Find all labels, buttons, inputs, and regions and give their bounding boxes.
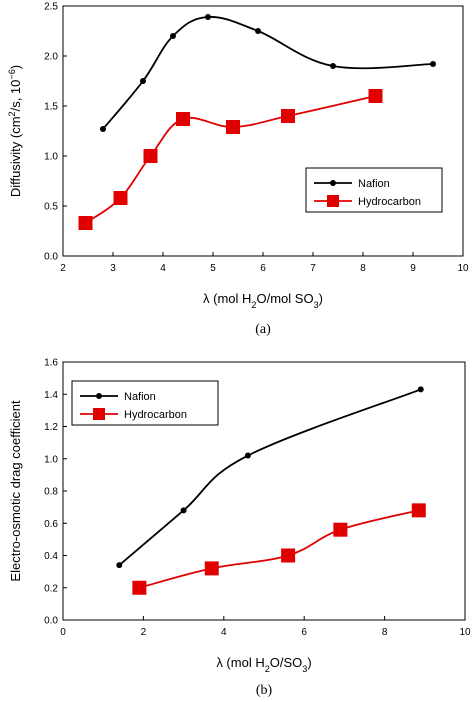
x-axis-label-part: ) <box>307 655 311 670</box>
y-tick-label: 1.4 <box>44 390 58 401</box>
data-point-hydrocarbon <box>411 503 426 518</box>
legend: Nafion Hydrocarbon <box>71 380 219 426</box>
x-tick-label: 9 <box>410 263 416 274</box>
x-tick-label: 2 <box>60 263 66 274</box>
legend-marker <box>330 180 336 186</box>
data-point-hydrocarbon <box>368 89 383 103</box>
plot-frame <box>62 5 464 257</box>
data-point-hydrocarbon <box>113 191 128 205</box>
x-axis-label-part: λ (mol H <box>203 291 251 306</box>
series-line-nafion <box>118 388 422 566</box>
data-point-hydrocarbon <box>204 561 219 576</box>
legend: Nafion Hydrocarbon <box>305 167 443 213</box>
data-point-hydrocarbon <box>281 109 295 123</box>
y-tick-label: 1.2 <box>44 422 58 433</box>
x-axis-label-part: O/SO <box>270 655 303 670</box>
y-tick-label: 0.4 <box>44 551 58 562</box>
x-tick-label: 5 <box>210 263 216 274</box>
x-axis-label-part: O/mol SO <box>256 291 313 306</box>
data-point-nafion <box>255 28 261 34</box>
data-point-nafion <box>180 507 187 514</box>
x-tick-label: 8 <box>360 263 366 274</box>
x-tick-label: 8 <box>382 627 388 638</box>
y-tick-label: 0.2 <box>44 583 58 594</box>
y-axis-label-part: −6 <box>7 69 17 79</box>
data-point-hydrocarbon <box>132 580 147 595</box>
x-axis-label-part: 3 <box>314 300 319 310</box>
x-tick-label: 10 <box>459 627 471 638</box>
legend-marker <box>93 408 105 420</box>
data-point-nafion <box>330 63 336 69</box>
x-axis-label: λ (mol H2O/mol SO3) <box>203 291 323 310</box>
x-axis-label: λ (mol H2O/SO3) <box>216 655 311 674</box>
x-tick-label: 3 <box>110 263 116 274</box>
y-tick-label: 1.0 <box>44 454 58 465</box>
x-axis-label-part: ) <box>319 291 323 306</box>
data-point-hydrocarbon <box>78 216 93 230</box>
y-axis-label-part: Diffusivity (cm <box>8 116 23 197</box>
x-tick-label: 10 <box>457 263 469 274</box>
data-point-nafion <box>244 452 251 459</box>
x-axis-label-part: 2 <box>251 300 256 310</box>
x-tick-label: 4 <box>160 263 166 274</box>
series-line-hydrocarbon <box>139 509 419 589</box>
x-axis-label-part: 3 <box>302 664 307 674</box>
panel-label: (a) <box>255 322 271 337</box>
x-tick-label: 2 <box>141 627 147 638</box>
data-point-hydrocarbon <box>333 522 348 537</box>
x-tick-label: 7 <box>310 263 316 274</box>
panel-label: (b) <box>256 683 273 698</box>
data-point-hydrocarbon <box>176 112 190 126</box>
chart-panel-a: 2 3 4 5 6 7 8 9 10 0.0 0.5 1.0 1.5 2.0 2.5 Nafion Hydroc… <box>7 2 469 338</box>
x-tick-label: 4 <box>221 627 227 638</box>
y-tick-label: 0.0 <box>44 252 58 263</box>
legend-label: Hydrocarbon <box>124 409 187 421</box>
data-point-nafion <box>205 14 211 20</box>
x-tick-label: 6 <box>301 627 307 638</box>
x-tick-label: 6 <box>260 263 266 274</box>
data-point-nafion <box>100 126 106 132</box>
chart-panel-b: 0 2 4 6 8 10 0.0 0.2 0.4 0.6 0.8 1.0 1.2 1.4 1.6 Nafion… <box>8 358 471 699</box>
legend-marker <box>96 393 102 399</box>
x-axis-label-part: 2 <box>265 664 270 674</box>
legend-box <box>71 380 219 426</box>
y-axis-label-part: ) <box>8 65 23 69</box>
y-axis-label-part: 2 <box>7 111 17 116</box>
y-axis-label-part: /s, 10 <box>8 80 23 112</box>
data-point-nafion <box>430 61 436 67</box>
data-point-hydrocarbon <box>281 548 296 563</box>
y-tick-label: 1.0 <box>44 152 58 163</box>
data-point-nafion <box>140 78 146 84</box>
y-tick-label: 0.5 <box>44 202 58 213</box>
y-axis-label: Diffusivity (cm2/s, 10−6) <box>7 65 23 197</box>
y-tick-label: 0.8 <box>44 487 58 498</box>
data-point-nafion <box>170 33 176 39</box>
y-axis-label-part: Electro-osmotic drag coefficient <box>8 400 23 582</box>
y-tick-label: 2.0 <box>44 52 58 63</box>
series-line-nafion <box>102 16 434 130</box>
x-tick-label: 0 <box>60 627 66 638</box>
y-axis-label: Electro-osmotic drag coefficient <box>8 400 23 582</box>
data-point-nafion <box>417 386 424 393</box>
legend-label: Nafion <box>124 391 156 403</box>
y-tick-label: 0.6 <box>44 519 58 530</box>
y-tick-label: 2.5 <box>44 2 58 13</box>
data-point-hydrocarbon <box>226 120 240 134</box>
y-tick-label: 0.0 <box>44 616 58 627</box>
data-point-nafion <box>116 562 123 569</box>
legend-label: Hydrocarbon <box>358 196 421 208</box>
y-tick-label: 1.5 <box>44 102 58 113</box>
y-tick-label: 1.6 <box>44 358 58 369</box>
x-axis-label-part: λ (mol H <box>216 655 264 670</box>
data-point-hydrocarbon <box>143 149 158 163</box>
legend-marker <box>327 195 339 207</box>
legend-label: Nafion <box>358 178 390 190</box>
